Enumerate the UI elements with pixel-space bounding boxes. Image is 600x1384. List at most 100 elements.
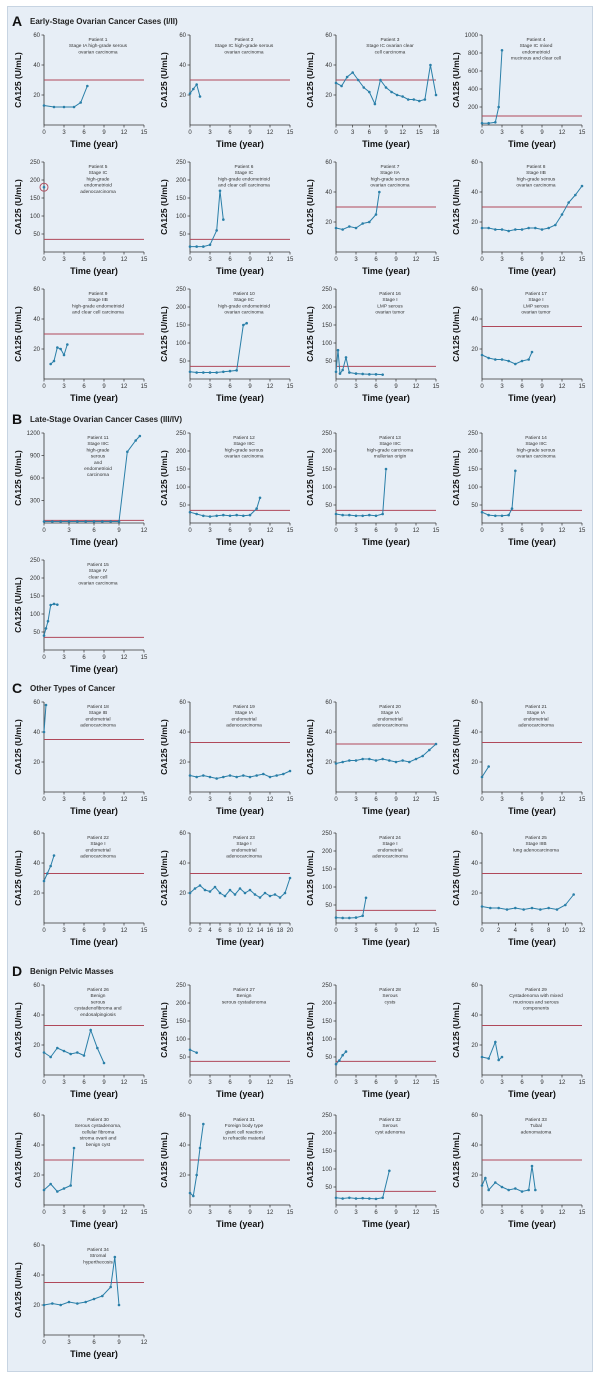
chart-title-line: cyst adenoma xyxy=(375,1129,405,1135)
chart-svg: 0 2 4 6 8 10 12 20 40 60 Time (year) CA125 (U/mL) Pa… xyxy=(451,831,586,947)
data-point xyxy=(235,513,238,517)
chart-title-line: Cystadenoma with mixed xyxy=(509,993,563,999)
data-point xyxy=(188,245,192,248)
x-tick-label: 9 xyxy=(102,384,106,390)
data-point xyxy=(188,510,192,514)
data-point xyxy=(49,1182,52,1186)
x-tick-label: 9 xyxy=(384,130,388,136)
data-point xyxy=(208,243,212,247)
chart-svg: 0 3 6 9 12 15 20 40 60 Time (year) CA125 (U/mL) Pat… xyxy=(13,1113,148,1229)
y-tick-label: 150 xyxy=(468,467,479,473)
data-point xyxy=(406,98,410,101)
chart-title-line: Patient 15 xyxy=(87,562,109,568)
data-point xyxy=(42,1188,46,1192)
data-point xyxy=(268,894,272,898)
x-tick-label: 0 xyxy=(188,1210,192,1216)
y-tick-label: 20 xyxy=(33,891,40,897)
data-point xyxy=(500,514,504,518)
x-tick-label: 12 xyxy=(413,928,420,934)
x-tick-label: 15 xyxy=(433,528,440,534)
x-tick-label: 6 xyxy=(92,1340,96,1346)
x-tick-label: 3 xyxy=(354,1210,358,1216)
series-line xyxy=(190,190,224,248)
x-tick-label: 9 xyxy=(540,1080,544,1086)
data-point xyxy=(341,513,344,517)
y-tick-label: 250 xyxy=(30,160,41,166)
x-tick-label: 6 xyxy=(368,130,372,136)
data-point xyxy=(344,356,348,359)
highlight-ring xyxy=(39,182,49,192)
data-point xyxy=(487,513,490,517)
chart-title-line: mucinous and clear cell xyxy=(511,56,561,62)
x-tick-label: 15 xyxy=(433,928,440,934)
data-point xyxy=(46,619,50,623)
y-axis-label: CA125 (U/mL) xyxy=(13,850,23,906)
data-point xyxy=(434,93,438,97)
x-tick-label: 9 xyxy=(102,928,106,934)
x-tick-label: 6 xyxy=(520,797,524,803)
data-point xyxy=(67,1300,71,1304)
data-point xyxy=(374,1197,378,1201)
x-tick-label: 9 xyxy=(248,797,252,803)
data-point xyxy=(222,370,225,374)
x-tick-label: 15 xyxy=(433,1080,440,1086)
data-point xyxy=(69,1184,72,1187)
y-tick-label: 20 xyxy=(471,1173,478,1179)
series-line xyxy=(481,1040,503,1061)
chart-panel: 0 3 6 9 12 15 20 40 60 Time (year) CA125 (U/mL) Pat… xyxy=(448,156,596,284)
y-tick-label: 40 xyxy=(179,63,186,69)
x-axis-label: Time (year) xyxy=(216,937,264,947)
chart-svg: 0 3 6 9 12 15 50 100 150 200 250 Time (year) CA125 (… xyxy=(451,431,586,547)
x-tick-label: 9 xyxy=(102,1080,106,1086)
data-point xyxy=(507,1188,510,1192)
y-tick-label: 100 xyxy=(322,485,333,491)
series-line xyxy=(189,770,291,780)
x-tick-label: 6 xyxy=(530,928,534,934)
data-point xyxy=(560,213,564,216)
y-tick-label: 60 xyxy=(33,831,40,837)
chart-title-line: to refractile material xyxy=(223,1136,265,1142)
series-line xyxy=(335,743,437,764)
y-tick-label: 20 xyxy=(33,347,40,353)
data-point xyxy=(361,372,364,376)
chart-svg: 0 3 6 9 12 15 50 100 150 200 250 Time (year) CA125 (… xyxy=(305,983,440,1099)
x-tick-label: 3 xyxy=(354,384,358,390)
data-point xyxy=(368,373,371,376)
data-point xyxy=(228,369,232,373)
data-point xyxy=(484,1176,487,1180)
data-point xyxy=(248,775,252,779)
chart-title-line: Patient 4 xyxy=(527,37,546,43)
y-tick-label: 20 xyxy=(325,93,332,99)
data-point xyxy=(368,90,371,94)
y-tick-label: 150 xyxy=(176,196,187,202)
chart-panel: 0 3 6 9 12 15 20 40 60 Time (year) CA125 (U/mL) Pat… xyxy=(302,156,450,284)
data-point xyxy=(42,520,46,523)
series-line xyxy=(481,1165,536,1193)
y-axis-label: CA125 (U/mL) xyxy=(159,719,169,775)
chart-title-line: cysts xyxy=(385,999,397,1005)
y-tick-label: 20 xyxy=(33,1173,40,1179)
data-point xyxy=(514,362,517,366)
x-tick-label: 6 xyxy=(82,384,86,390)
data-point xyxy=(59,520,62,523)
chart-svg: 0 3 6 9 12 15 20 40 60 Time (year) CA125 (U/mL) Pat… xyxy=(451,1113,586,1229)
data-point xyxy=(381,512,384,516)
x-tick-label: 12 xyxy=(267,257,274,263)
data-point xyxy=(52,854,56,857)
data-point xyxy=(238,887,242,890)
chart-svg: 0 3 6 9 12 15 20 40 60 Time (year) CA125 (U/mL) Pat… xyxy=(451,160,586,276)
x-tick-label: 12 xyxy=(559,797,566,803)
data-point xyxy=(198,884,202,887)
chart-title-line: Patient 3 xyxy=(381,37,400,43)
y-tick-label: 100 xyxy=(176,341,187,347)
chart-title-line: lung adenocarcinoma xyxy=(513,847,559,853)
y-tick-label: 150 xyxy=(176,1019,187,1025)
y-tick-label: 40 xyxy=(325,730,332,736)
chart-svg: 0 3 6 9 12 15 20 40 60 Time (year) CA125 (U/mL) Pat… xyxy=(159,1113,294,1229)
data-point xyxy=(188,370,192,374)
x-tick-label: 12 xyxy=(413,797,420,803)
data-point xyxy=(345,75,349,79)
data-point xyxy=(202,371,205,374)
chart-title-line: Stage IC mixed xyxy=(520,43,553,49)
x-tick-label: 0 xyxy=(480,1080,484,1086)
